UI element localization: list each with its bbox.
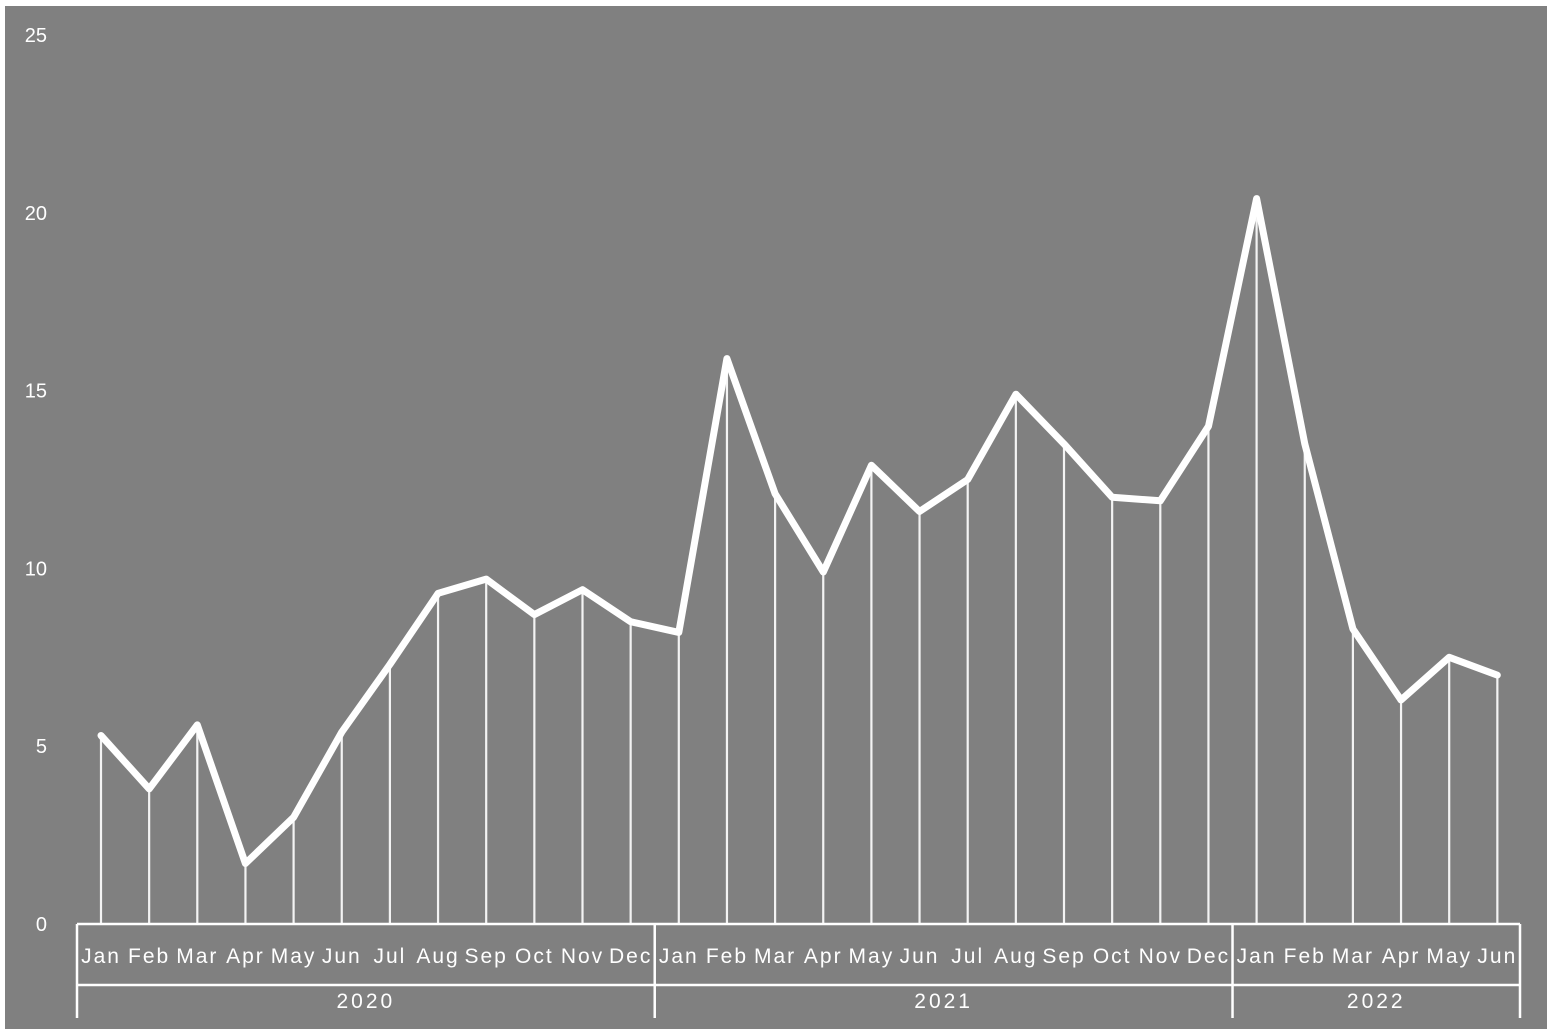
data-point [579,586,586,593]
group-label: 2021 [914,990,973,1013]
x-tick-label: Apr [804,945,843,968]
x-tick-label: Mar [754,945,796,968]
x-tick-label: Feb [128,945,170,968]
x-tick-label: Jun [900,945,940,968]
x-tick-label: Apr [1382,945,1421,968]
x-tick-label: Jul [373,945,406,968]
x-tick-label: Jul [951,945,984,968]
y-tick-label: 10 [25,558,47,580]
y-tick-label: 0 [36,914,47,936]
data-point [964,476,971,483]
data-point [868,462,875,469]
data-point [98,732,104,739]
data-point [820,568,827,575]
x-tick-label: Oct [515,945,554,968]
data-point [483,576,490,583]
x-tick-label: Jun [1477,945,1517,968]
data-point [675,629,682,636]
data-point [1349,625,1356,632]
data-point [723,355,730,362]
y-tick-label: 25 [25,25,47,47]
data-point [1398,696,1405,703]
x-tick-label: Jun [322,945,362,968]
data-point [1253,195,1260,202]
x-tick-label: Dec [1187,945,1230,968]
y-tick-label: 20 [25,203,47,225]
data-point [1157,497,1164,504]
x-tick-label: Mar [176,945,218,968]
x-tick-label: May [849,945,895,968]
data-point [1012,391,1019,398]
data-point [435,590,442,597]
group-label: 2022 [1347,990,1406,1013]
x-tick-label: May [271,945,317,968]
data-point [1061,440,1067,447]
x-tick-label: Feb [706,945,748,968]
data-point [1446,654,1453,661]
series-line [97,195,1501,867]
data-point [1494,672,1501,679]
x-tick-label: Jan [1237,945,1277,968]
data-point [916,508,923,515]
group-label: 2020 [337,990,396,1013]
x-tick-label: Mar [1332,945,1374,968]
data-point [772,490,779,497]
x-tick-label: Aug [416,945,459,968]
x-tick-label: Sep [1042,945,1085,968]
data-point [194,721,201,728]
data-point [386,661,393,668]
y-tick-label: 15 [25,381,47,403]
x-tick-label: Jan [81,945,121,968]
x-tick-label: Sep [465,945,508,968]
x-tick-label: Feb [1284,945,1326,968]
data-point [242,860,249,867]
x-tick-label: Oct [1093,945,1132,968]
x-tick-label: Nov [1139,945,1182,968]
x-tick-label: Nov [561,945,604,968]
data-point [531,611,538,618]
data-point [627,618,634,625]
x-tick-label: May [1426,945,1472,968]
x-tick-label: Aug [994,945,1037,968]
x-tick-label: Jan [659,945,699,968]
data-point [1205,423,1212,430]
data-point [1109,494,1116,501]
data-point [1301,440,1308,447]
x-tick-label: Apr [226,945,265,968]
data-point [290,814,297,821]
data-point [338,728,345,735]
data-point [146,785,153,792]
x-tick-label: Dec [609,945,652,968]
y-tick-label: 5 [36,736,47,758]
